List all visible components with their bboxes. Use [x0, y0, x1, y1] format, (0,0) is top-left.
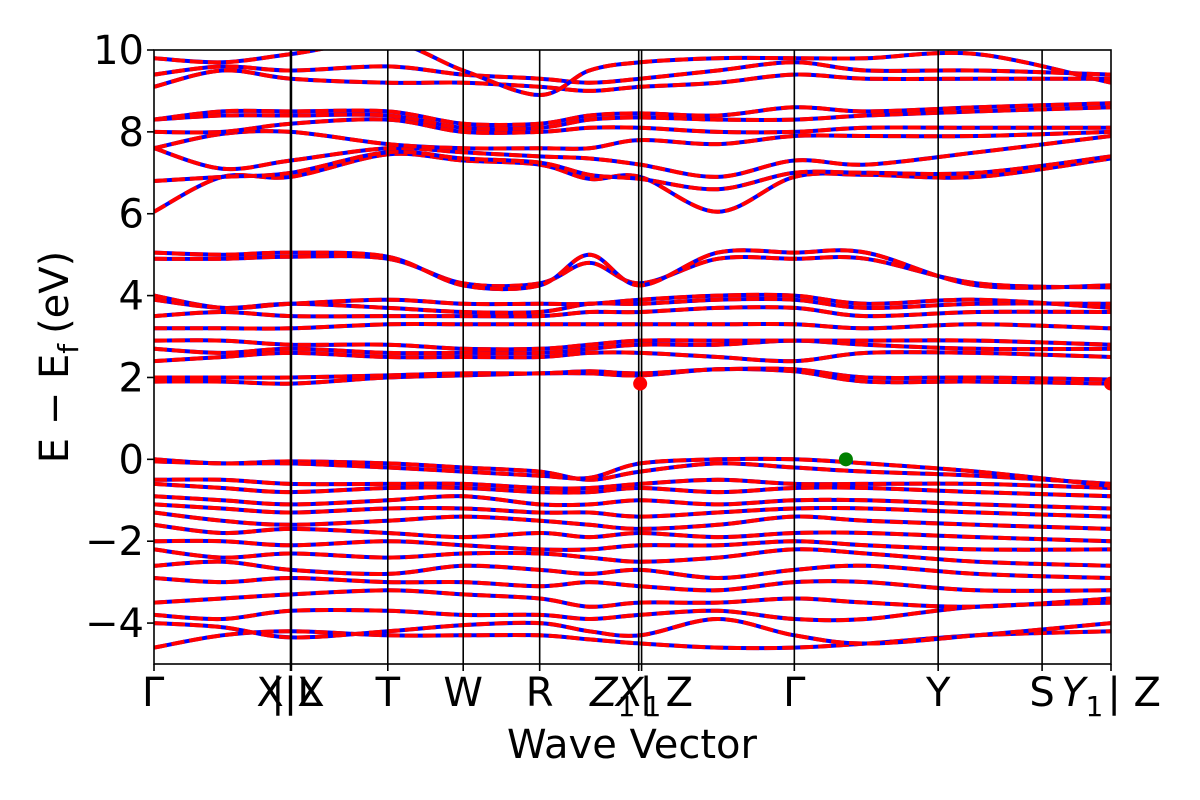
x-tick-label-main: X [614, 670, 645, 716]
x-tick-label-main: T [375, 670, 401, 716]
bands-layer [154, 50, 1111, 651]
y-tick-label: 0 [119, 437, 144, 483]
x-tick-label-subscript: 1 [618, 690, 636, 723]
band-line-dashed-v7 [154, 547, 1111, 568]
x-tick-label-main: Z [589, 670, 619, 716]
band-line-dashed-c19 [154, 68, 1111, 93]
x-tick-label-subscript: 1 [1086, 690, 1104, 723]
x-tick-label-suffix: | Z [1107, 670, 1161, 716]
x-tick-label-suffix: | Z [639, 670, 693, 716]
y-axis-title: E − Ef (eV) [32, 251, 85, 464]
x-tick-label-main: Γ [142, 670, 165, 716]
y-axis-title-unit: (eV) [32, 251, 78, 334]
x-tick-label: | L [271, 670, 320, 716]
y-tick-label: 10 [93, 28, 144, 74]
band-line-dashed-c9 [154, 292, 1111, 311]
x-tick-label: R [526, 670, 554, 716]
x-tick-label: S [1029, 670, 1054, 716]
band-line-dashed-v6 [154, 559, 1111, 581]
band-line-dashed-c12 [154, 151, 1111, 214]
x-tick-label: X|X [256, 670, 324, 716]
kpoint-lines [289, 50, 1043, 664]
y-tick-label: 6 [119, 192, 144, 238]
x-axis-title: Wave Vector [507, 722, 758, 768]
x-tick-label-main: Y [925, 670, 951, 716]
x-tick-label-main: S [1029, 670, 1054, 716]
x-tick-label-subscript: 1 [644, 690, 662, 723]
band-line-dashed-v4 [154, 588, 1111, 609]
cbm-marker [1104, 376, 1111, 391]
band-line-dashed-v12 [154, 494, 1111, 511]
band-line-dashed-c14 [154, 134, 1111, 179]
x-tick-label: Γ [783, 670, 806, 716]
x-tick-label: Z1 | Z [589, 670, 693, 723]
band-line-dashed-c13 [154, 149, 1111, 192]
x-tick-label: Y [925, 670, 951, 716]
x-tick-label: Γ [142, 670, 165, 716]
x-tick-label-main: X|X [256, 670, 324, 716]
y-axis-title-subscript: f [52, 343, 85, 354]
y-tick-label: 4 [119, 274, 144, 320]
x-tick-label-main: R [526, 670, 554, 716]
band-line-dashed-c11 [154, 248, 1111, 292]
plot-frame [153, 49, 1112, 665]
y-axis-ticks: −4 −2 0 2 4 6 8 10 [85, 28, 154, 647]
x-tick-label-main: Y [1061, 670, 1089, 716]
y-tick-label: 2 [119, 355, 144, 401]
cbm-marker [633, 376, 648, 391]
x-tick-label-suffix: | L [271, 670, 320, 716]
vbm-marker [838, 452, 853, 467]
y-axis-title-main: E − E [32, 354, 78, 464]
y-tick-label: −2 [85, 519, 144, 565]
x-tick-label-main: W [443, 670, 483, 716]
x-tick-label-main: Γ [783, 670, 806, 716]
band-edge-markers [633, 376, 1111, 467]
x-tick-label: Y1 | Z [1061, 670, 1161, 723]
x-tick-label: X1 [614, 670, 661, 723]
x-tick-label: T [375, 670, 401, 716]
y-tick-label: 8 [119, 110, 144, 156]
x-tick-label: W [443, 670, 483, 716]
y-tick-label: −4 [85, 601, 144, 647]
